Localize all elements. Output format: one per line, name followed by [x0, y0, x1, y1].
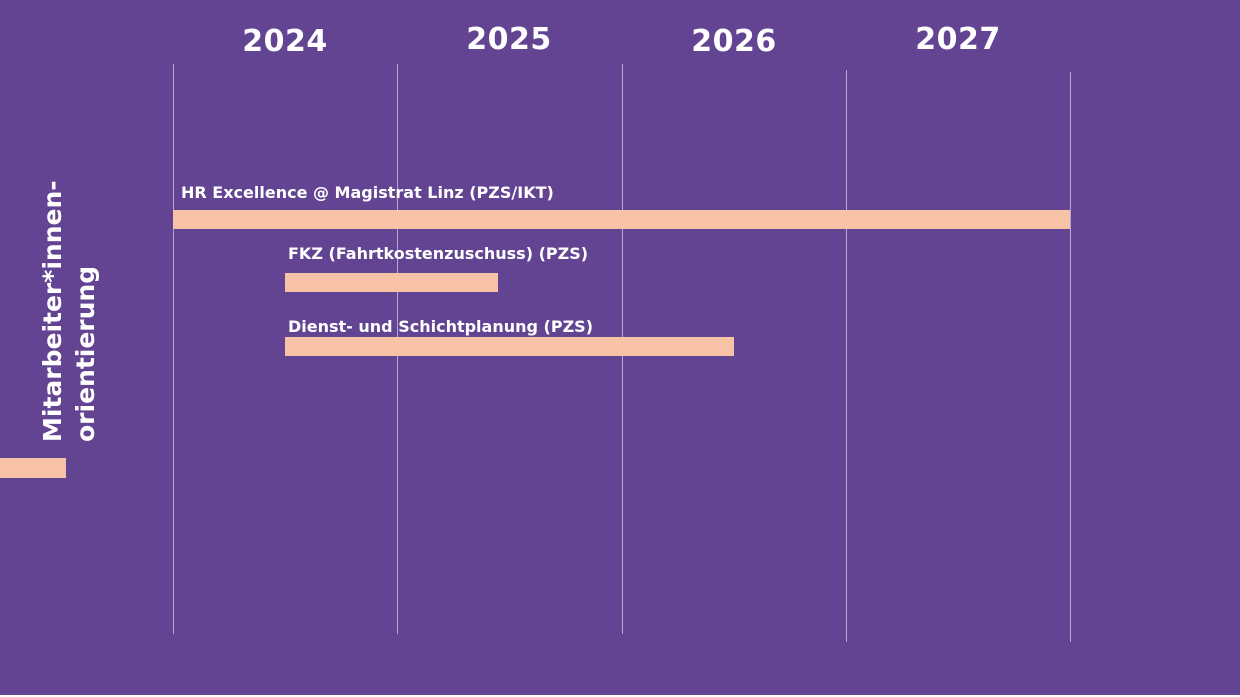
- task-label-2: FKZ (Fahrtkostenzuschuss) (PZS): [288, 244, 589, 263]
- task-label-1: HR Excellence @ Magistrat Linz (PZS/IKT): [181, 183, 554, 202]
- year-label-2026: 2026: [691, 24, 777, 59]
- task-bar-3: [285, 337, 734, 356]
- year-label-2024: 2024: [242, 24, 328, 59]
- gridline-4: [846, 70, 847, 642]
- gridline-1: [173, 64, 174, 634]
- category-marker: [0, 458, 66, 478]
- year-label-2027: 2027: [915, 22, 1001, 57]
- category-label-line-2: orientierung: [71, 265, 100, 442]
- year-label-2025: 2025: [466, 22, 552, 57]
- category-label: Mitarbeiter*innen- orientierung: [36, 180, 102, 442]
- task-bar-1: [173, 210, 1070, 229]
- category-label-line-1: Mitarbeiter*innen-: [38, 180, 67, 442]
- gridline-5: [1070, 72, 1071, 642]
- task-bar-2: [285, 273, 498, 292]
- task-label-3: Dienst- und Schichtplanung (PZS): [288, 317, 594, 336]
